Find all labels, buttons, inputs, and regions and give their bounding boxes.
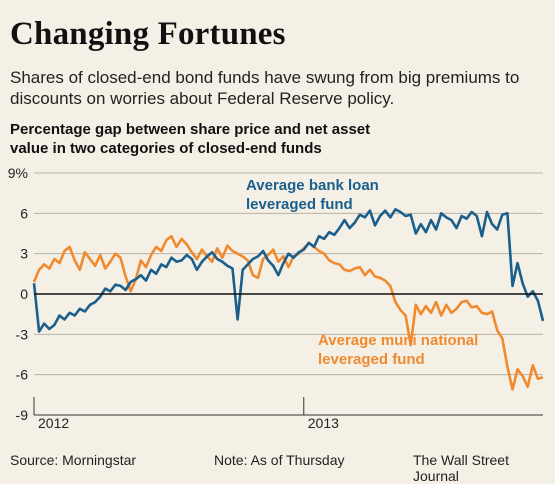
date-note: Note: As of Thursday <box>214 452 345 468</box>
chart-subtitle: Shares of closed-end bond funds have swu… <box>10 68 520 108</box>
y-tick-label: -9 <box>16 407 29 423</box>
y-tick-label: 0 <box>20 286 28 302</box>
y-tick-label: 6 <box>20 205 28 221</box>
y-tick-label: -6 <box>16 367 29 383</box>
y-tick-label: 9% <box>8 165 28 181</box>
muni-annotation: Average muni national <box>318 332 478 349</box>
x-tick-label: 2012 <box>38 415 69 431</box>
chart-description: Percentage gap between share price and n… <box>10 121 371 157</box>
source-note: Source: Morningstar <box>10 452 137 468</box>
y-tick-label: -3 <box>16 326 29 342</box>
muni-fund-line <box>32 234 544 391</box>
chart-title: Changing Fortunes <box>10 16 286 52</box>
bank-loan-annotation: Average bank loan <box>246 177 379 194</box>
publisher-credit: The Wall Street Journal <box>413 452 509 484</box>
bank-loan-fund-line <box>32 208 545 333</box>
x-tick-label: 2013 <box>308 415 339 431</box>
muni-annotation: leveraged fund <box>318 351 425 368</box>
y-tick-label: 3 <box>20 246 28 262</box>
bank-loan-annotation: leveraged fund <box>246 196 353 213</box>
